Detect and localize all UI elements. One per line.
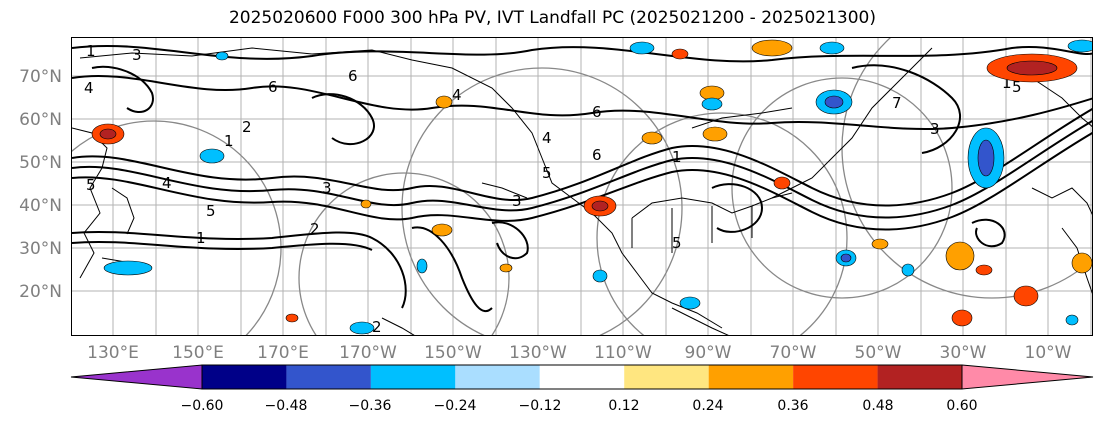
lat-label-40n: 40°N <box>19 196 62 216</box>
contour-label: 1 <box>1002 74 1012 92</box>
contour-label: 5 <box>672 234 682 252</box>
colorbar-segment <box>877 365 962 389</box>
contour-label: 6 <box>592 146 602 164</box>
colorbar-segment <box>202 365 287 389</box>
contour-label: 1 <box>224 132 234 150</box>
colorbar-segment <box>793 365 878 389</box>
colorbar-tick: −0.24 <box>433 398 477 414</box>
lon-label-50w: 50°W <box>854 343 902 363</box>
colorbar-frame <box>201 364 963 390</box>
contour-label: 5 <box>1012 78 1022 96</box>
colorbar-tick: 0.60 <box>946 398 978 414</box>
colorbar-tick: −0.60 <box>180 398 224 414</box>
lat-label-50n: 50°N <box>19 153 62 173</box>
colorbar-tick: 0.24 <box>692 398 724 414</box>
contour-label: 7 <box>892 94 902 112</box>
lat-label-30n: 30°N <box>19 239 62 259</box>
lon-label-130w: 130°W <box>509 343 567 363</box>
colorbar-segment <box>370 365 456 389</box>
colorbar <box>70 364 1094 390</box>
contour-label: 2 <box>372 318 382 336</box>
contour-label: 3 <box>132 46 142 64</box>
graticule <box>72 38 1092 335</box>
contour-label: 3 <box>930 120 940 138</box>
contour-label: 3 <box>322 179 332 197</box>
colorbar-tick: −0.48 <box>264 398 308 414</box>
pv-contours <box>72 44 1092 313</box>
colorbar-segment <box>286 365 371 389</box>
contour-label: 4 <box>162 174 172 192</box>
lat-label-20n: 20°N <box>19 282 62 302</box>
contour-label: 1 <box>672 148 682 166</box>
colorbar-segment <box>624 365 709 389</box>
contour-label: 4 <box>452 86 462 104</box>
contour-label: 6 <box>592 103 602 121</box>
lon-label-110w: 110°W <box>594 343 652 363</box>
colorbar-segment <box>455 365 540 389</box>
contour-labels: 1 3 4 6 6 4 2 1 5 4 5 3 2 1 2 3 5 6 4 6 … <box>84 42 1022 336</box>
lon-label-150e: 150°E <box>172 343 224 363</box>
colorbar-tick: 0.36 <box>777 398 809 414</box>
lon-label-30w: 30°W <box>939 343 987 363</box>
map-panel: 1 3 4 6 6 4 2 1 5 4 5 3 2 1 2 3 5 6 4 6 … <box>71 37 1093 336</box>
lon-label-170e: 170°E <box>257 343 309 363</box>
contour-label: 5 <box>542 164 552 182</box>
contour-label: 4 <box>542 129 552 147</box>
colorbar-extend-left <box>70 364 203 390</box>
lon-label-90w: 90°W <box>684 343 732 363</box>
lat-label-60n: 60°N <box>19 110 62 130</box>
lon-label-10w: 10°W <box>1024 343 1072 363</box>
negative-anomalies <box>103 39 1092 335</box>
colorbar-segment <box>708 365 794 389</box>
map-title: 2025020600 F000 300 hPa PV, IVT Landfall… <box>228 8 876 28</box>
colorbar-segments <box>70 364 1094 390</box>
contour-label: 2 <box>310 220 320 238</box>
positive-anomalies <box>91 39 1092 327</box>
colorbar-tick: 0.48 <box>862 398 894 414</box>
colorbar-segment <box>539 365 625 389</box>
colorbar-tick: −0.36 <box>348 398 392 414</box>
lon-label-130e: 130°E <box>87 343 139 363</box>
map-canvas: 1 3 4 6 6 4 2 1 5 4 5 3 2 1 2 3 5 6 4 6 … <box>72 38 1092 336</box>
contour-label: 1 <box>86 42 96 60</box>
contour-label: 6 <box>268 78 278 96</box>
contour-label: 2 <box>242 118 252 136</box>
contour-label: 1 <box>196 229 206 247</box>
colorbar-tick: −0.12 <box>518 398 562 414</box>
colorbar-tick: 0.12 <box>608 398 640 414</box>
contour-label: 4 <box>84 79 94 97</box>
lon-label-150w: 150°W <box>424 343 482 363</box>
contour-label: 6 <box>348 67 358 85</box>
lon-label-70w: 70°W <box>769 343 817 363</box>
contour-label: 5 <box>86 176 96 194</box>
lon-label-170w: 170°W <box>339 343 397 363</box>
colorbar-extend-right <box>961 364 1094 390</box>
lat-label-70n: 70°N <box>19 67 62 87</box>
contour-label: 5 <box>206 202 216 220</box>
contour-label: 3 <box>512 192 522 210</box>
